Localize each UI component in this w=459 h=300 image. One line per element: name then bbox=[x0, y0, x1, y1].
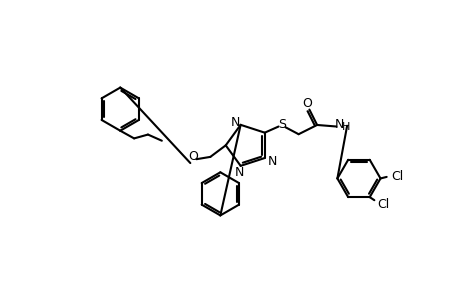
Text: O: O bbox=[188, 150, 198, 164]
Text: N: N bbox=[234, 166, 243, 179]
Text: S: S bbox=[277, 118, 285, 131]
Text: O: O bbox=[302, 97, 311, 110]
Text: H: H bbox=[341, 122, 349, 132]
Text: Cl: Cl bbox=[391, 169, 403, 183]
Text: N: N bbox=[334, 118, 343, 131]
Text: N: N bbox=[230, 116, 240, 129]
Text: N: N bbox=[267, 154, 276, 168]
Text: Cl: Cl bbox=[377, 198, 389, 211]
